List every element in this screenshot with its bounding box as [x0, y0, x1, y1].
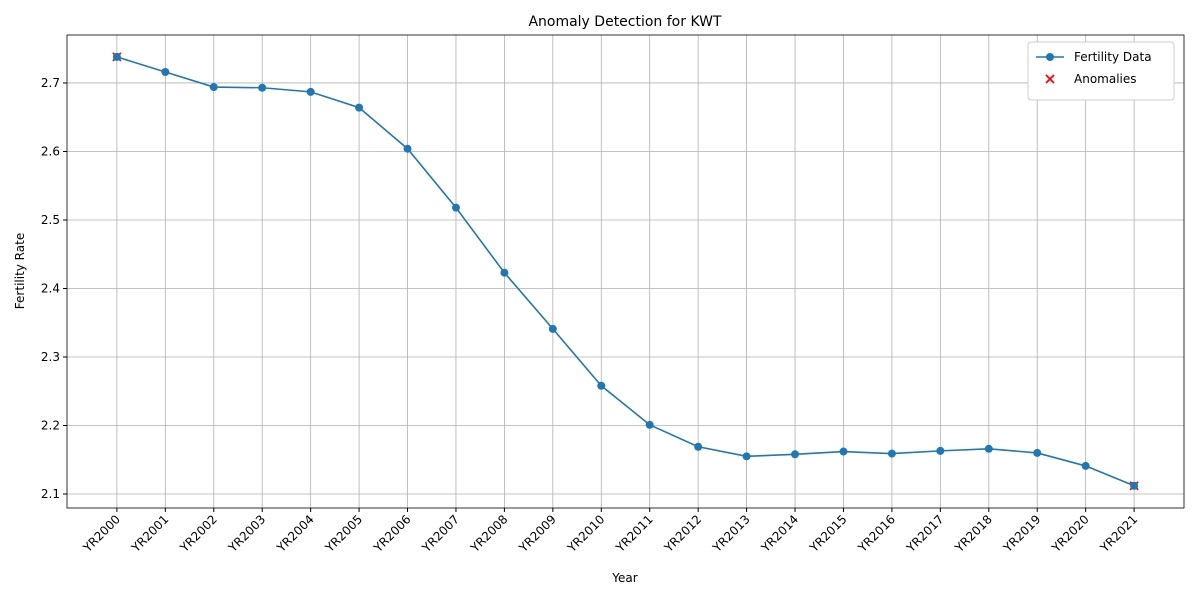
y-tick-label: 2.6	[41, 144, 60, 158]
data-point	[1130, 481, 1139, 490]
data-point	[984, 444, 993, 453]
y-tick-label: 2.4	[41, 281, 60, 295]
y-axis-label: Fertility Rate	[13, 233, 27, 309]
legend-marker	[1045, 74, 1055, 84]
data-line	[116, 56, 1135, 487]
data-point	[355, 103, 364, 112]
data-point	[694, 442, 703, 451]
y-tick-label: 2.5	[41, 213, 60, 227]
data-point	[791, 450, 800, 459]
data-point	[112, 52, 121, 61]
data-point	[258, 83, 267, 92]
data-point	[742, 452, 751, 461]
legend-marker	[1046, 53, 1054, 61]
data-point	[887, 449, 896, 458]
data-point	[209, 83, 218, 92]
data-point	[1033, 448, 1042, 457]
data-point	[645, 420, 654, 429]
data-point	[936, 446, 945, 455]
legend-label: Anomalies	[1074, 72, 1137, 86]
legend-label: Fertility Data	[1074, 50, 1152, 64]
data-point	[839, 447, 848, 456]
data-point	[403, 144, 412, 153]
y-tick-label: 2.2	[41, 419, 60, 433]
y-tick-label: 2.1	[41, 487, 60, 501]
data-point	[500, 268, 509, 277]
chart-title: Anomaly Detection for KWT	[528, 14, 722, 30]
y-tick-label: 2.3	[41, 350, 60, 364]
data-point	[161, 67, 170, 76]
data-point	[597, 381, 606, 390]
data-point	[1081, 461, 1090, 470]
x-axis-label: Year	[611, 571, 637, 585]
data-point	[548, 324, 557, 333]
plot-frame	[66, 34, 1185, 509]
data-point	[451, 203, 460, 212]
y-tick-label: 2.7	[41, 76, 60, 90]
data-point	[306, 87, 315, 96]
legend-box	[1027, 41, 1175, 101]
